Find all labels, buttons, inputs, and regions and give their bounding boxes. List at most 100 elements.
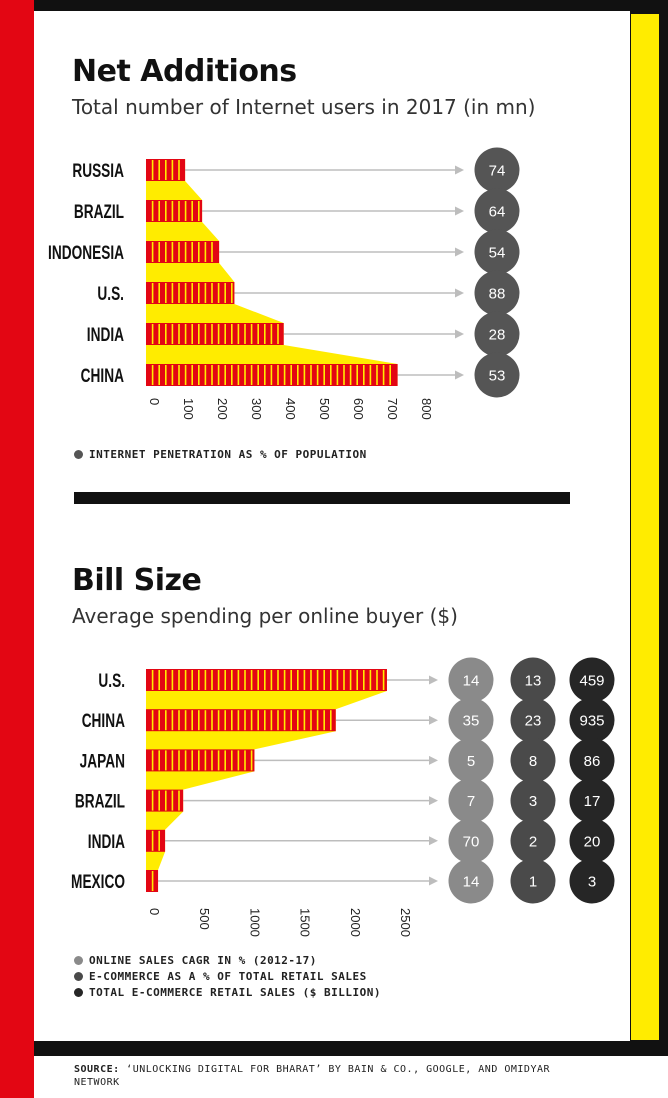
circle-value: 459 xyxy=(579,673,604,690)
category-label: U.S. xyxy=(97,283,124,305)
circle-value: 35 xyxy=(463,713,480,730)
circle-value: 70 xyxy=(463,833,480,850)
category-label: INDIA xyxy=(87,324,124,346)
circle-value: 935 xyxy=(579,713,604,730)
arrow-head xyxy=(455,206,464,216)
chart1-subtitle: Total number of Internet users in 2017 (… xyxy=(72,95,536,119)
category-label: INDONESIA xyxy=(48,242,124,264)
bar xyxy=(146,709,336,732)
bar-segments xyxy=(151,283,233,303)
circle-value: 17 xyxy=(584,793,601,810)
value-circle xyxy=(448,778,494,824)
tick-label: 0 xyxy=(147,398,162,405)
legend-dot xyxy=(74,988,83,997)
chart1-title: Net Additions xyxy=(72,54,297,89)
funnel-area xyxy=(146,159,398,386)
arrow-head xyxy=(455,329,464,339)
arrow-head xyxy=(429,876,438,886)
circle-value: 74 xyxy=(489,163,506,180)
category-label: RUSSIA xyxy=(72,160,124,182)
legend-label: TOTAL E-COMMERCE RETAIL SALES ($ BILLION… xyxy=(89,986,382,999)
value-circle xyxy=(569,818,615,864)
value-circle xyxy=(569,858,615,904)
circle-value: 5 xyxy=(467,753,475,770)
category-label: INDIA xyxy=(88,831,125,853)
value-circle xyxy=(474,188,520,234)
circle-value: 7 xyxy=(467,793,475,810)
tick-label: 700 xyxy=(385,398,400,420)
left-red-stripe xyxy=(0,0,34,1098)
value-circle xyxy=(510,737,556,783)
value-circle xyxy=(474,147,520,193)
legend-label: E-COMMERCE AS A % OF TOTAL RETAIL SALES xyxy=(89,970,367,983)
tick-label: 500 xyxy=(317,398,332,420)
value-circle xyxy=(448,818,494,864)
bar-segments xyxy=(151,160,180,180)
tick-label: 0 xyxy=(147,908,162,915)
circle-value: 14 xyxy=(463,673,480,690)
value-circle xyxy=(569,778,615,824)
bar-segments xyxy=(151,324,279,344)
bar-segments xyxy=(151,365,392,385)
category-label: BRAZIL xyxy=(75,790,125,812)
funnel-area xyxy=(146,669,387,892)
chart2-title: Bill Size xyxy=(72,563,202,598)
tick-label: 1500 xyxy=(298,908,313,937)
value-circle xyxy=(448,657,494,703)
value-circle xyxy=(510,657,556,703)
bar-segments xyxy=(151,670,385,690)
chart2-legend-item: ONLINE SALES CAGR IN % (2012-17) xyxy=(74,954,317,967)
legend-label: INTERNET PENETRATION AS % OF POPULATION xyxy=(89,448,367,461)
circle-value: 2 xyxy=(529,833,537,850)
circle-value: 23 xyxy=(525,713,542,730)
bar xyxy=(146,241,220,263)
right-yellow-stripe xyxy=(631,14,659,1040)
tick-label: 300 xyxy=(249,398,264,420)
circle-value: 3 xyxy=(529,793,537,810)
circle-value: 53 xyxy=(489,368,506,385)
tick-label: 400 xyxy=(283,398,298,420)
bar xyxy=(146,323,284,345)
arrow-head xyxy=(455,247,464,257)
bar-segments xyxy=(151,242,213,262)
arrow-head xyxy=(429,675,438,685)
circle-value: 14 xyxy=(463,874,480,891)
tick-label: 600 xyxy=(351,398,366,420)
tick-label: 500 xyxy=(197,908,212,930)
circle-value: 86 xyxy=(584,753,601,770)
arrow-head xyxy=(429,715,438,725)
bar-segments xyxy=(151,750,253,771)
category-label: MEXICO xyxy=(71,871,125,893)
bill-size-chart: U.S. CHINA JAPAN BRAZIL INDIA MEXICO 0 500 1000 1… xyxy=(71,657,615,937)
arrow-head xyxy=(455,370,464,380)
circle-value: 28 xyxy=(489,327,506,344)
legend-label: ONLINE SALES CAGR IN % (2012-17) xyxy=(89,954,317,967)
bar xyxy=(146,829,166,852)
value-circle xyxy=(510,818,556,864)
circle-value: 88 xyxy=(489,286,506,303)
tick-label: 800 xyxy=(419,398,434,420)
bottom-border xyxy=(34,1041,668,1056)
source-note: SOURCE: ‘UNLOCKING DIGITAL FOR BHARAT’ B… xyxy=(74,1063,594,1089)
circle-value: 13 xyxy=(525,673,542,690)
net-additions-chart: RUSSIA BRAZIL INDONESIA U.S. INDIA CHINA 0 100 2… xyxy=(48,147,520,420)
value-circle xyxy=(448,737,494,783)
bar xyxy=(146,789,184,812)
source-label: SOURCE: xyxy=(74,1064,120,1075)
value-circle xyxy=(448,858,494,904)
value-circle xyxy=(510,697,556,743)
bar xyxy=(146,200,203,222)
legend-dot xyxy=(74,956,83,965)
section-divider xyxy=(74,492,570,504)
category-label: BRAZIL xyxy=(74,201,124,223)
chart2-subtitle: Average spending per online buyer ($) xyxy=(72,604,458,628)
bar-segments xyxy=(151,710,332,731)
arrow-head xyxy=(429,836,438,846)
bar-segments xyxy=(151,201,200,221)
arrow-head xyxy=(455,165,464,175)
circle-value: 20 xyxy=(584,833,601,850)
tick-label: 1000 xyxy=(247,908,262,937)
bar xyxy=(146,669,387,691)
category-label: CHINA xyxy=(81,365,124,387)
value-circle xyxy=(448,697,494,743)
